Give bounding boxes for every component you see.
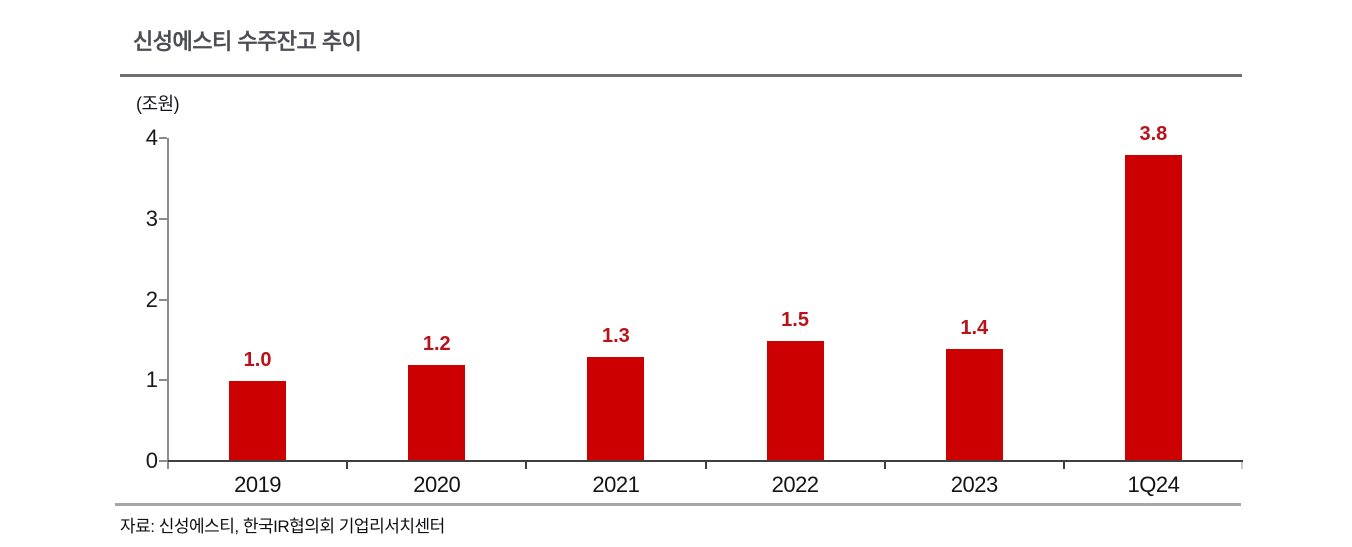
y-axis-unit-label: (조원) — [136, 94, 180, 114]
x-axis-tick — [1062, 462, 1065, 469]
x-axis-category-label: 2022 — [771, 472, 819, 497]
y-axis-tick — [159, 298, 167, 301]
title-divider-line — [120, 74, 1242, 77]
x-axis-category-label: 1Q24 — [1127, 472, 1180, 497]
x-axis-line — [168, 460, 1243, 462]
x-axis-category-label: 2023 — [950, 472, 998, 497]
bar-2019 — [229, 381, 287, 460]
bar-2020 — [408, 365, 466, 460]
x-axis-category-label: 2020 — [413, 472, 461, 497]
y-axis-tick-label: 3 — [145, 205, 158, 231]
x-axis-category-label: 2019 — [234, 472, 282, 497]
bar-1Q24 — [1124, 155, 1182, 460]
x-axis-end-tick — [1241, 462, 1243, 469]
y-axis-tick — [159, 379, 167, 382]
bar-value-label: 1.2 — [422, 333, 451, 355]
y-axis-tick — [159, 217, 167, 220]
y-axis-tick-label: 4 — [145, 125, 158, 150]
source-note: 자료: 신성에스티, 한국IR협의회 기업리서치센터 — [120, 517, 445, 536]
bar-value-label: 1.5 — [781, 309, 809, 331]
bar-value-label: 1.0 — [243, 349, 272, 371]
y-axis-tick-label: 1 — [145, 367, 158, 393]
y-axis-tick — [159, 460, 167, 462]
x-axis-tick — [346, 462, 349, 469]
x-axis-tick — [525, 462, 528, 469]
chart-title: 신성에스티 수주잔고 추이 — [133, 29, 362, 54]
y-axis-line — [167, 138, 169, 469]
bar-2022 — [766, 341, 824, 460]
bar-2023 — [945, 349, 1003, 460]
x-axis-tick — [883, 462, 886, 469]
x-axis-category-label: 2021 — [592, 472, 640, 497]
y-axis-tick — [159, 137, 167, 139]
y-axis-tick-label: 2 — [145, 286, 158, 312]
plot-area: 0 1 2 3 4 1.0 2019 1.2 2020 1.3 2021 1.5 2022 1.4 2023… — [146, 123, 1243, 497]
bottom-divider-line — [115, 503, 1241, 506]
bar-value-label: 1.4 — [960, 317, 989, 339]
bar-2021 — [587, 357, 645, 460]
bar-value-label: 3.8 — [1139, 123, 1168, 145]
y-axis-tick-label: 0 — [145, 448, 158, 473]
bar-value-label: 1.3 — [602, 325, 630, 347]
x-axis-tick — [704, 462, 707, 469]
